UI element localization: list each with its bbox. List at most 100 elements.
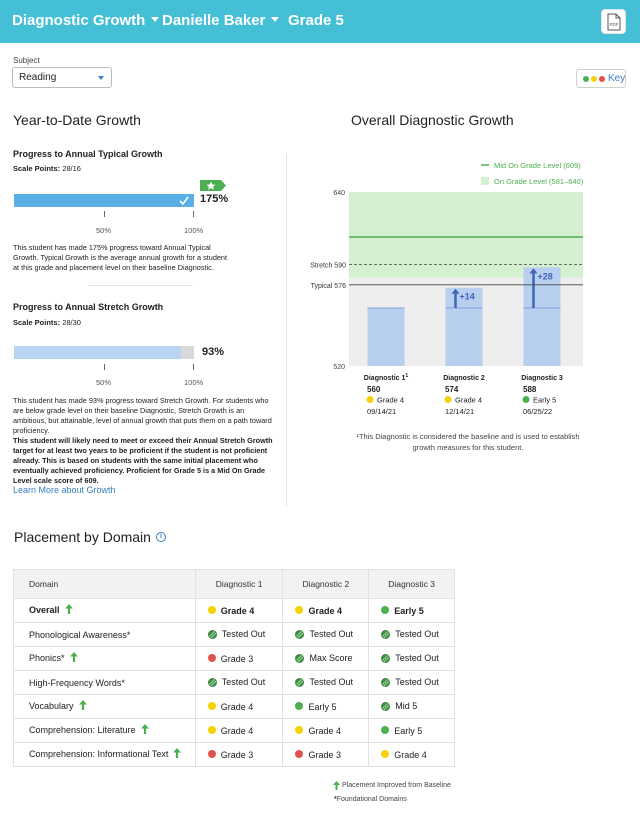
chart-footnote: ¹This Diagnostic is considered the basel… — [356, 432, 580, 452]
tested-out-icon — [295, 653, 305, 663]
key-button[interactable]: Key — [576, 69, 626, 88]
yellow-dot-icon — [295, 606, 304, 615]
stretch-line-label: Stretch 590 — [310, 263, 346, 270]
growth-arrow-icon — [529, 268, 538, 274]
subject-select[interactable]: Reading — [12, 67, 112, 88]
placement-label: Early 5 — [394, 725, 423, 736]
placement-cell: Grade 3 — [194, 742, 284, 767]
chevron-down-icon — [98, 76, 104, 80]
typical-scale-points: Scale Points: 28/16 — [13, 164, 81, 173]
placement-label: Grade 3 — [220, 749, 254, 760]
growth-label: +14 — [460, 292, 475, 302]
date-label: 09/14/21 — [367, 407, 396, 416]
tested-out-icon — [381, 677, 391, 687]
domain-label: Phonological Awareness* — [29, 629, 131, 640]
yellow-dot-icon — [381, 750, 390, 759]
placement-label: Grade 3 — [220, 653, 254, 664]
typical-growth-title: Progress to Annual Typical Growth — [13, 149, 163, 159]
improved-arrow-icon — [333, 781, 340, 790]
foundational-mark: * — [334, 796, 337, 803]
app-header: Diagnostic Growth Danielle Baker Grade 5… — [0, 0, 640, 43]
tested-out-icon — [381, 653, 391, 663]
domain-label: Comprehension: Literature — [29, 725, 136, 736]
subject-label: Subject — [13, 56, 40, 65]
table-row: Vocabulary Grade 4 Early 5 Mid 5 — [13, 694, 455, 719]
info-icon[interactable]: i — [156, 532, 166, 542]
table-row: Phonological Awareness* Tested Out Tested … — [13, 622, 455, 647]
category-name: Diagnostic 1 — [364, 375, 406, 382]
stretch-description: This student has made 93% progress towar… — [13, 396, 272, 435]
tick-50-label: 50% — [96, 378, 112, 387]
report-type-label: Diagnostic Growth — [12, 12, 146, 29]
domain-cell: Phonics* — [13, 646, 196, 671]
growth-arrow-icon — [451, 288, 460, 294]
placement-label: Grade 4 — [455, 396, 482, 405]
placement-cell: Tested Out — [368, 670, 455, 695]
legend-on-grade: On Grade Level (581–640) — [494, 177, 584, 186]
domain-label: Overall — [29, 605, 60, 616]
category-name: Diagnostic 2 — [443, 375, 485, 382]
date-label: 06/25/22 — [523, 407, 552, 416]
domain-label: High-Frequency Words* — [29, 677, 125, 688]
foundational-legend-text: Foundational Domains — [336, 796, 407, 803]
placement-label: Grade 4 — [377, 396, 404, 405]
tick-50 — [104, 364, 105, 370]
placement-cell: Grade 4 — [194, 694, 284, 719]
placement-dot-icon — [522, 396, 530, 403]
report-type-dropdown[interactable]: Diagnostic Growth — [12, 12, 160, 29]
placement-label: Grade 4 — [308, 725, 341, 736]
tick-100-label: 100% — [184, 226, 204, 235]
yellow-dot-icon — [207, 702, 216, 711]
placement-label: Grade 4 — [394, 749, 427, 760]
column-divider — [286, 154, 287, 506]
placement-label: Grade 4 — [220, 605, 255, 616]
placement-label: Max Score — [309, 653, 353, 664]
domain-cell: Comprehension: Literature — [13, 718, 196, 743]
bar — [445, 287, 483, 366]
tick-50 — [104, 211, 105, 217]
improved-legend: Placement Improved from Baseline — [342, 782, 451, 789]
student-dropdown[interactable]: Danielle Baker — [162, 12, 280, 29]
tested-out-icon — [295, 677, 305, 687]
improved-arrow-icon — [173, 747, 182, 758]
pdf-icon-text: PDF — [610, 22, 619, 27]
legend-mid-on-grade: Mid On Grade Level (609) — [494, 161, 581, 170]
learn-more-link[interactable]: Learn More about Growth — [13, 485, 116, 495]
chevron-down-icon — [271, 16, 280, 22]
category-label: Diagnostic 11 — [364, 373, 409, 382]
placement-label: Tested Out — [395, 677, 439, 688]
green-dot-icon — [295, 702, 304, 711]
tested-out-icon — [207, 629, 217, 639]
placement-label: Grade 4 — [220, 701, 254, 712]
student-name: Danielle Baker — [162, 12, 266, 29]
table-row: Comprehension: Informational Text Grade 3… — [13, 742, 455, 767]
category-label: Diagnostic 3 — [521, 375, 563, 382]
tick-50-label: 50% — [96, 226, 112, 235]
key-label: Key — [608, 73, 626, 84]
improved-arrow-icon — [78, 699, 87, 710]
green-dot-icon — [381, 606, 390, 615]
category-label: Diagnostic 2 — [443, 375, 485, 382]
placement-cell: Tested Out — [368, 646, 455, 671]
stretch-bold-note: This student will likely need to meet or… — [13, 436, 273, 485]
y-tick-label: 520 — [333, 364, 345, 371]
placement-label: Tested Out — [221, 629, 266, 640]
placement-label: Early 5 — [533, 396, 556, 405]
placement-cell: Tested Out — [282, 670, 370, 695]
placement-cell: Tested Out — [194, 670, 284, 695]
pdf-button[interactable]: PDF — [601, 9, 626, 34]
legend-band-icon — [481, 177, 489, 185]
stretch-percent: 93% — [202, 346, 225, 358]
category-superscript: 1 — [405, 373, 408, 379]
placement-cell: Early 5 — [368, 598, 455, 623]
red-dot-icon — [599, 76, 605, 82]
stretch-progress-bar — [14, 346, 194, 359]
placement-cell: Max Score — [282, 646, 370, 671]
category-name: Diagnostic 3 — [521, 375, 563, 382]
table-row: Phonics* Grade 3 Max Score Tested Out — [13, 646, 455, 671]
typical-scale-label: Scale Points: — [13, 164, 61, 173]
stretch-growth-title: Progress to Annual Stretch Growth — [13, 302, 164, 312]
green-dot-icon — [583, 76, 589, 82]
placement-table: Domain Diagnostic 1 Diagnostic 2 Diagnos… — [13, 569, 455, 767]
domain-cell: Comprehension: Informational Text — [13, 742, 196, 767]
